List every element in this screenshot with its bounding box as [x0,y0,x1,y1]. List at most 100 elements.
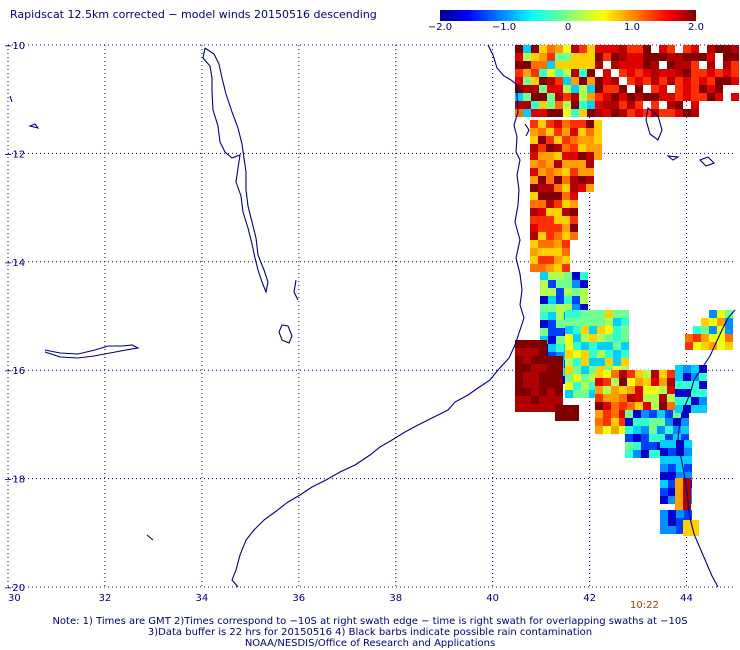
swath-cell [554,216,562,224]
swath-cell [641,442,649,450]
swath-cell [627,45,635,53]
swath-cell [731,69,739,77]
swath-cell [633,418,641,426]
swath-cell [603,69,611,77]
swath-cell [555,388,563,396]
swath-time-label: 10:22 [630,600,659,611]
swath-cell [683,389,691,397]
swath-cell [579,109,587,117]
swath-cell [595,418,603,426]
swath-cell [556,280,564,288]
swath-cell [531,380,539,388]
swath-cell [531,364,539,372]
swath-cell [546,128,554,136]
swath-cell [691,520,699,528]
swath-cell [635,101,643,109]
swath-cell [538,240,546,248]
swath-cell [523,85,531,93]
swath-cell [547,53,555,61]
swath-cell [565,342,573,350]
swath-cell [660,510,668,518]
swath-cell [589,382,597,390]
swath-cell [573,358,581,366]
swath-cell [673,418,681,426]
swath-cell [605,350,613,358]
swath-cell [709,334,717,342]
swath-cell [539,69,547,77]
swath-cell [683,109,691,117]
swath-cell [581,390,589,398]
swath-cell [573,310,581,318]
swath-cell [515,93,523,101]
swath-cell [619,85,627,93]
swath-cell [676,440,684,448]
swath-cell [683,381,691,389]
swath-cell [564,272,572,280]
swath-cell [668,472,676,480]
latitude-label: −16 [4,366,25,377]
swath-cell [676,510,684,518]
swath-cell [515,85,523,93]
swath-cell [586,184,594,192]
swath-cell [539,380,547,388]
swath-cell [530,168,538,176]
swath-cell [683,85,691,93]
swath-cell [581,350,589,358]
swath-cell [554,232,562,240]
swath-cell [715,77,723,85]
swath-cell [641,426,649,434]
swath-cell [613,334,621,342]
swath-cell [573,390,581,398]
swath-cell [699,373,707,381]
swath-cell [649,418,657,426]
swath-cell [621,318,629,326]
swath-cell [563,61,571,69]
swath-cell [595,370,603,378]
swath-cell [723,45,731,53]
swath-cell [523,340,531,348]
swath-cell [579,53,587,61]
swath-cell [523,101,531,109]
swath-cell [625,426,633,434]
swath-cell [659,69,667,77]
swath-cell [683,478,691,486]
swath-cell [546,192,554,200]
swath-cell [611,93,619,101]
swath-cell [683,45,691,53]
swath-cell [581,342,589,350]
swath-cell [540,320,548,328]
swath-cell [594,128,602,136]
swath-cell [693,334,701,342]
swath-cell [651,77,659,85]
swath-cell [563,45,571,53]
swath-cell [665,418,673,426]
swath-cell [699,381,707,389]
swath-cell [571,77,579,85]
swath-cell [547,77,555,85]
island-fragment [293,279,299,301]
swath-cell [660,496,668,504]
swath-cell [675,61,683,69]
swath-cell [562,240,570,248]
swath-cell [530,144,538,152]
swath-cell [603,93,611,101]
swath-cell [547,85,555,93]
swath-cell [659,45,667,53]
swath-cell [578,120,586,128]
swath-cell [570,168,578,176]
swath-cell [723,77,731,85]
swath-cell [570,120,578,128]
swath-cell [675,373,683,381]
swath-cell [565,374,573,382]
swath-cell [643,93,651,101]
swath-cell [547,45,555,53]
swath-cell [523,372,531,380]
swath-cell [555,45,563,53]
swath-cell [562,168,570,176]
swath-cell [554,264,562,272]
swath-cell [547,404,555,412]
swath-cell [605,318,613,326]
swath-cell [570,216,578,224]
swath-cell [643,378,651,386]
swath-cell [573,374,581,382]
